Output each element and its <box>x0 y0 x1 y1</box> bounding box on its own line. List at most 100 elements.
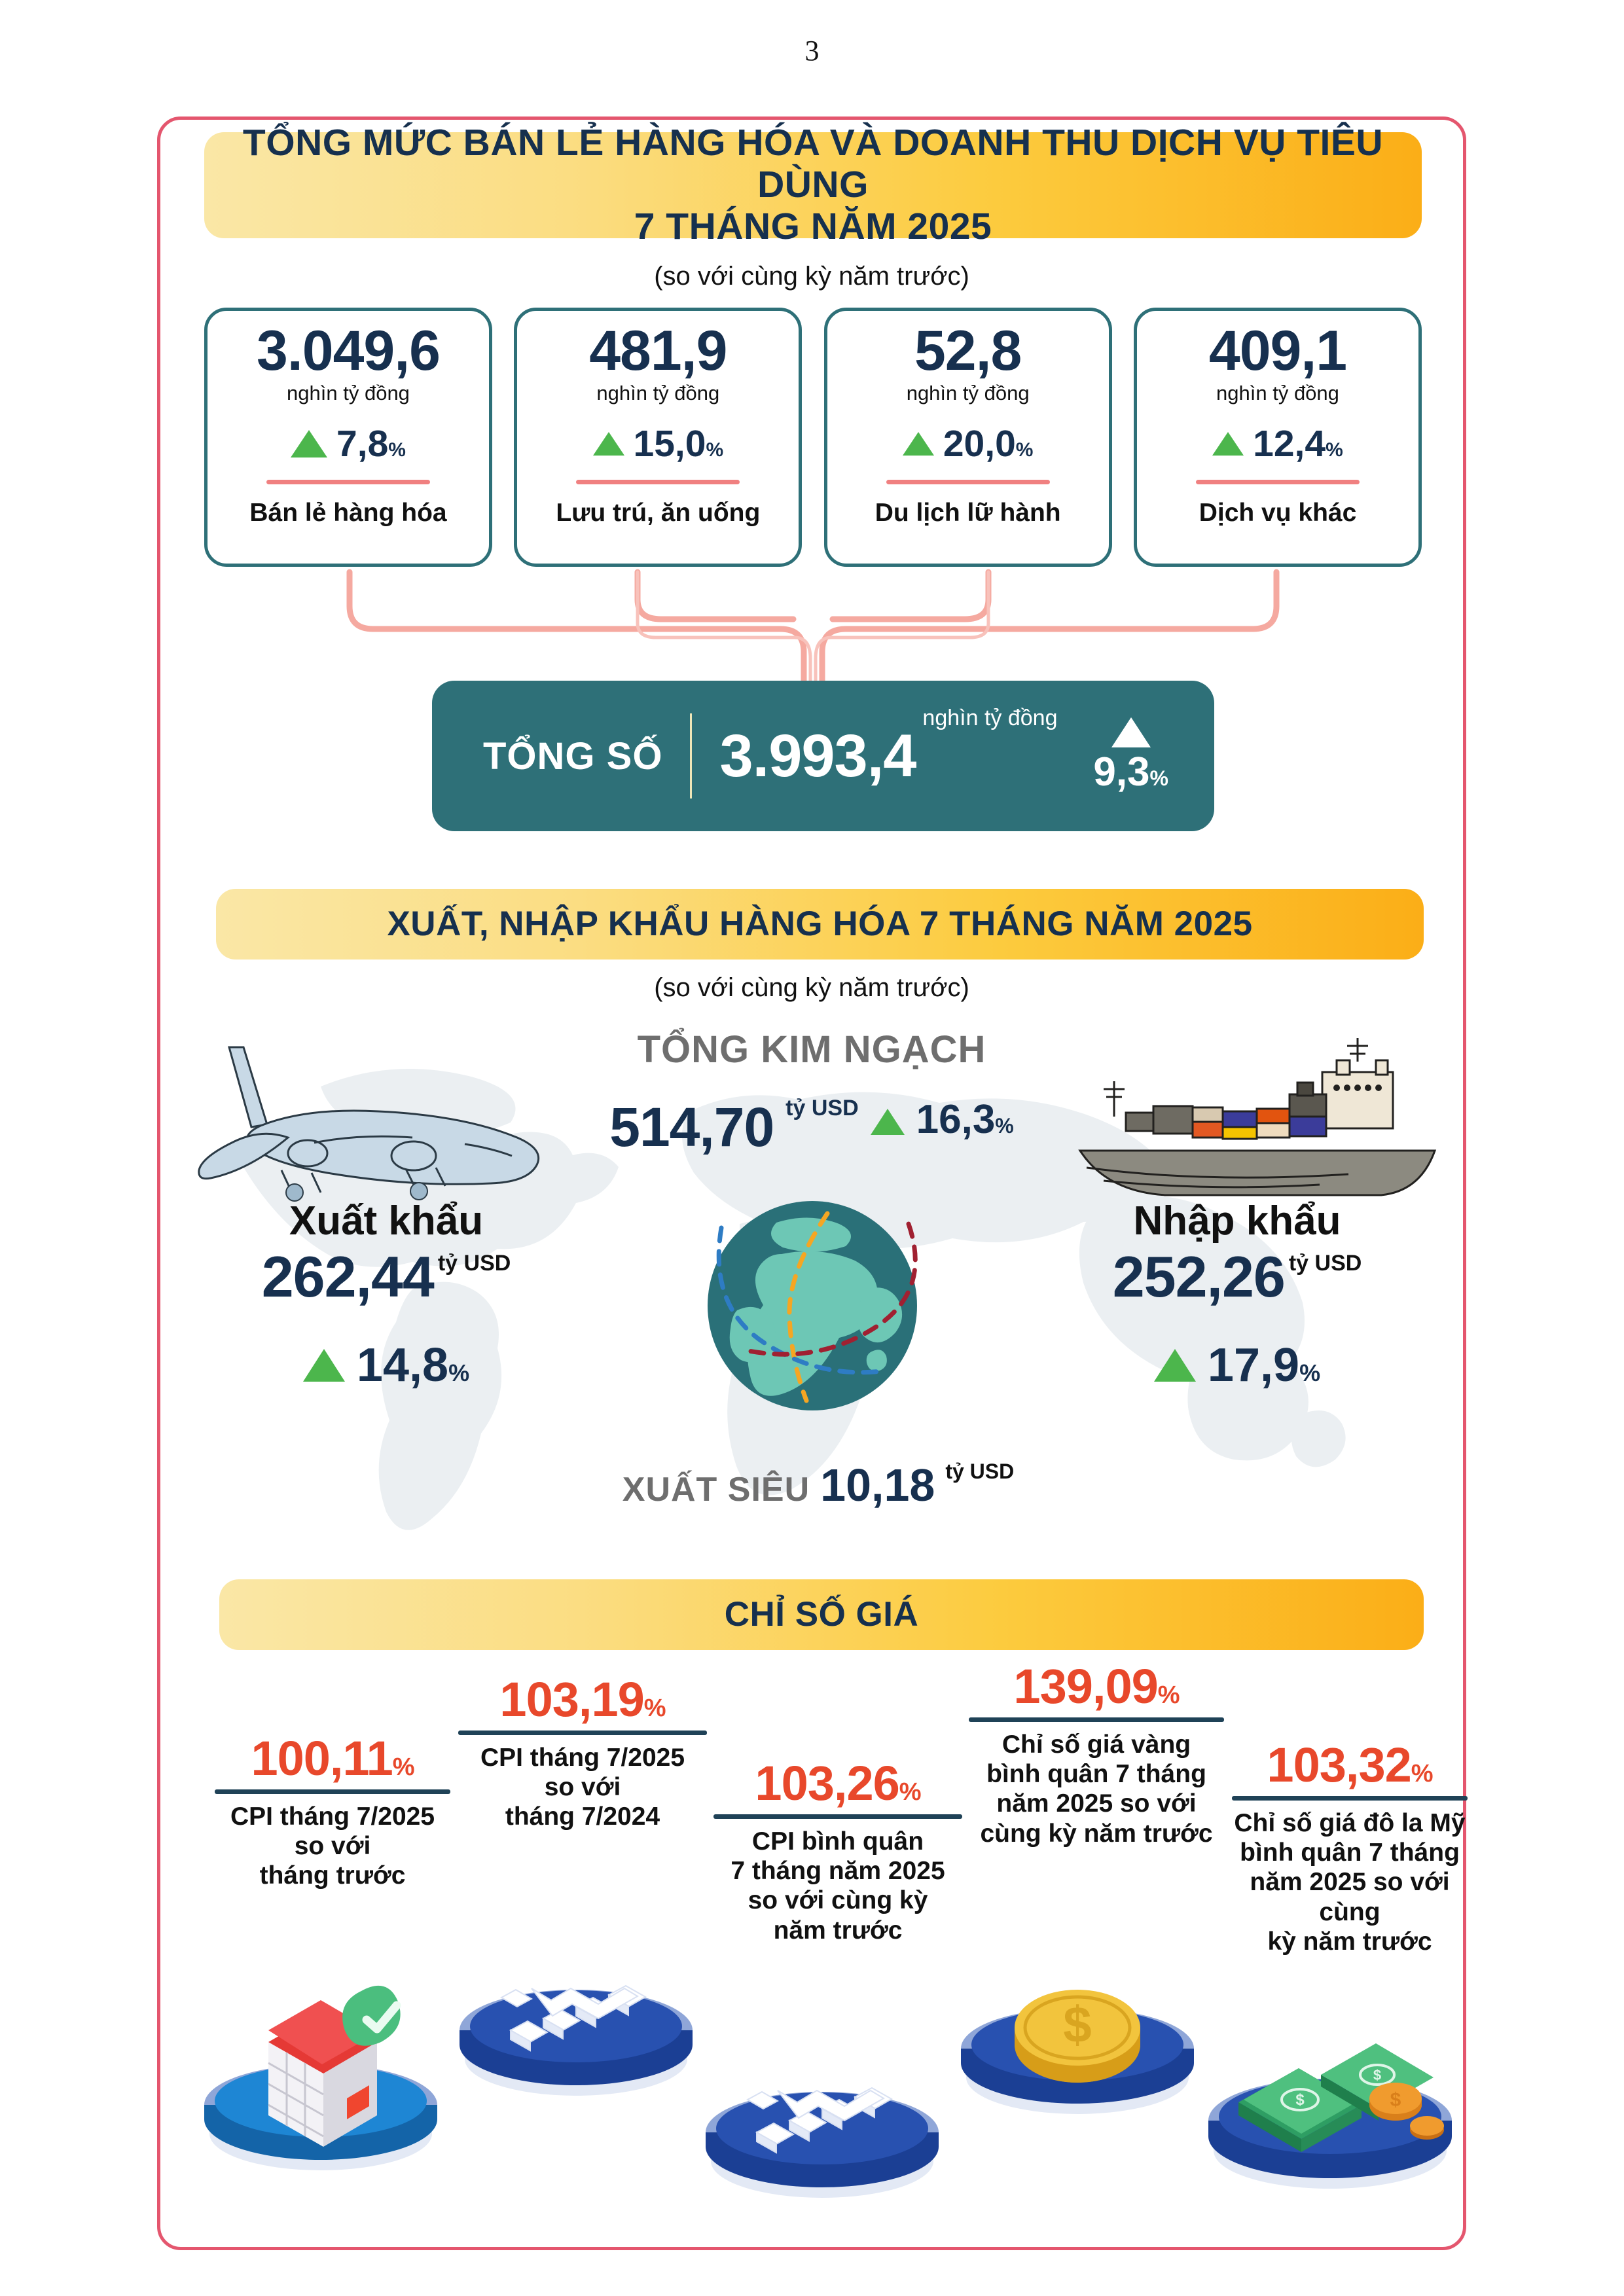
prices-section: 100,11% CPI tháng 7/2025 so với tháng tr… <box>164 1662 1468 2238</box>
price-icon-row: $ $ $ <box>164 1885 1460 2251</box>
page-frame <box>157 117 1466 2250</box>
card-value: 3.049,6 <box>257 319 441 382</box>
trend-up-icon <box>902 431 934 456</box>
price-value: 103,26 <box>755 1756 899 1810</box>
percent-sign: % <box>392 1753 415 1781</box>
price-divider <box>969 1717 1224 1722</box>
retail-card-du-lich-lu-hanh: 52,8 nghìn tỷ đồng 20,0% Du lịch lữ hành <box>823 308 1112 567</box>
total-label: TỔNG SỐ <box>483 734 663 778</box>
price-item-cpi-cung-thang-nam-truoc: 103,19% CPI tháng 7/2025 so với tháng 7/… <box>445 1676 720 1832</box>
calendar-check-icon <box>204 1985 437 2170</box>
percent-sign: % <box>448 1359 470 1386</box>
import-unit: tỷ USD <box>1288 1251 1362 1276</box>
total-pct: 9,3 <box>1093 749 1150 795</box>
percent-sign: % <box>1157 1681 1180 1709</box>
total-divider <box>690 713 693 798</box>
price-item-cpi-thang-truoc: 100,11% CPI tháng 7/2025 so với tháng tr… <box>202 1734 463 1891</box>
percent-sign: % <box>1015 439 1034 461</box>
card-pct: 20,0 <box>943 422 1016 465</box>
price-item-gia-do-la-my: 103,32% Chỉ số giá đô la Mỹ bình quân 7 … <box>1219 1741 1481 1956</box>
trade-title: XUẤT, NHẬP KHẨU HÀNG HÓA 7 THÁNG NĂM 202… <box>387 905 1253 944</box>
surplus-label: XUẤT SIÊU <box>622 1471 810 1509</box>
retail-subnote: (so với cùng kỳ năm trước) <box>654 262 969 291</box>
export-pct: 14,8 <box>356 1339 449 1391</box>
trade-section: TỔNG KIM NGẠCH 514,70 tỷ USD 16,3% <box>164 1008 1460 1558</box>
card-pct: 15,0 <box>633 422 706 465</box>
price-divider <box>458 1731 707 1735</box>
card-label: Du lịch lữ hành <box>875 498 1061 527</box>
retail-card-luu-tru-an-uong: 481,9 nghìn tỷ đồng 15,0% Lưu trú, ăn uố… <box>514 308 803 567</box>
price-item-gia-vang: 139,09% Chỉ số giá vàng bình quân 7 thán… <box>956 1662 1237 1848</box>
trade-total-pct: 16,3 <box>916 1097 996 1142</box>
percent-sign: % <box>643 1695 666 1722</box>
trend-up-icon <box>302 1349 345 1382</box>
card-pct: 12,4 <box>1253 422 1326 465</box>
price-divider <box>215 1789 450 1794</box>
export-label: Xuất khẩu <box>289 1198 484 1244</box>
price-value: 103,32 <box>1267 1738 1411 1792</box>
price-desc: CPI tháng 7/2025 so với tháng trước <box>230 1803 435 1890</box>
percent-sign: % <box>388 439 406 461</box>
card-pct: 7,8 <box>336 422 389 465</box>
retail-card-dich-vu-khac: 409,1 nghìn tỷ đồng 12,4% Dịch vụ khác <box>1133 308 1422 567</box>
gold-coin-icon: $ <box>961 1990 1194 2114</box>
export-block: Xuất khẩu 262,44 tỷ USD 14,8% <box>177 1198 596 1392</box>
card-divider <box>1195 479 1360 484</box>
percent-sign: % <box>899 1778 922 1806</box>
price-value: 139,09 <box>1013 1659 1158 1713</box>
surplus-value: 10,18 <box>820 1460 935 1511</box>
card-value: 52,8 <box>914 319 1022 382</box>
price-desc: CPI tháng 7/2025 so với tháng 7/2024 <box>480 1744 685 1831</box>
card-value: 409,1 <box>1208 319 1347 382</box>
trend-up-icon <box>592 431 624 456</box>
trend-up-icon <box>291 429 328 457</box>
bar-chart-icon <box>460 1984 693 2096</box>
trade-total-row: 514,70 tỷ USD 16,3% <box>164 1096 1460 1158</box>
trend-up-icon <box>1111 717 1151 747</box>
svg-text:$: $ <box>1373 2067 1381 2083</box>
prices-section-banner: CHỈ SỐ GIÁ <box>219 1579 1424 1650</box>
import-block: Nhập khẩu 252,26 tỷ USD 17,9% <box>1028 1198 1447 1392</box>
price-value: 103,19 <box>499 1672 644 1727</box>
import-label: Nhập khẩu <box>1133 1198 1341 1244</box>
svg-text:$: $ <box>1063 1996 1091 2053</box>
trade-total-value: 514,70 <box>609 1096 774 1158</box>
import-pct: 17,9 <box>1207 1339 1300 1391</box>
trend-up-icon <box>1212 431 1244 456</box>
card-label: Dịch vụ khác <box>1199 498 1357 527</box>
card-unit: nghìn tỷ đồng <box>906 381 1030 404</box>
retail-title-line2: 7 THÁNG NĂM 2025 <box>634 205 992 247</box>
card-divider <box>266 479 430 484</box>
percent-sign: % <box>1299 1359 1321 1386</box>
price-item-cpi-binh-quan: 103,26% CPI bình quân 7 tháng năm 2025 s… <box>700 1759 975 1945</box>
airplane-icon <box>198 1046 540 1202</box>
card-value: 481,9 <box>589 319 727 382</box>
globe-icon <box>708 1201 918 1410</box>
card-divider <box>886 479 1050 484</box>
trend-up-icon <box>1153 1349 1196 1382</box>
retail-cards: 3.049,6 nghìn tỷ đồng 7,8% Bán lẻ hàng h… <box>204 308 1422 569</box>
svg-text:$: $ <box>1390 2089 1401 2111</box>
card-unit: nghìn tỷ đồng <box>596 381 720 404</box>
trade-total-unit: tỷ USD <box>785 1096 859 1121</box>
card-label: Lưu trú, ăn uống <box>556 498 761 527</box>
card-divider <box>576 479 740 484</box>
card-to-total-connectors <box>346 569 1280 710</box>
price-desc: CPI bình quân 7 tháng năm 2025 so với cù… <box>731 1827 945 1945</box>
percent-sign: % <box>1411 1760 1434 1787</box>
trend-up-icon <box>870 1109 905 1135</box>
price-desc: Chỉ số giá vàng bình quân 7 tháng năm 20… <box>980 1731 1213 1848</box>
price-divider <box>713 1814 962 1819</box>
percent-sign: % <box>995 1114 1014 1138</box>
card-unit: nghìn tỷ đồng <box>287 381 410 404</box>
card-label: Bán lẻ hàng hóa <box>249 498 447 527</box>
price-divider <box>1232 1796 1468 1801</box>
percent-sign: % <box>1326 439 1343 461</box>
bar-chart-icon <box>706 2087 939 2198</box>
page-number: 3 <box>804 35 820 67</box>
retail-title-line1: TỔNG MỨC BÁN LẺ HÀNG HÓA VÀ DOANH THU DỊ… <box>242 122 1384 206</box>
trade-section-banner: XUẤT, NHẬP KHẨU HÀNG HÓA 7 THÁNG NĂM 202… <box>216 889 1424 960</box>
prices-title: CHỈ SỐ GIÁ <box>724 1595 919 1634</box>
percent-sign: % <box>706 439 724 461</box>
